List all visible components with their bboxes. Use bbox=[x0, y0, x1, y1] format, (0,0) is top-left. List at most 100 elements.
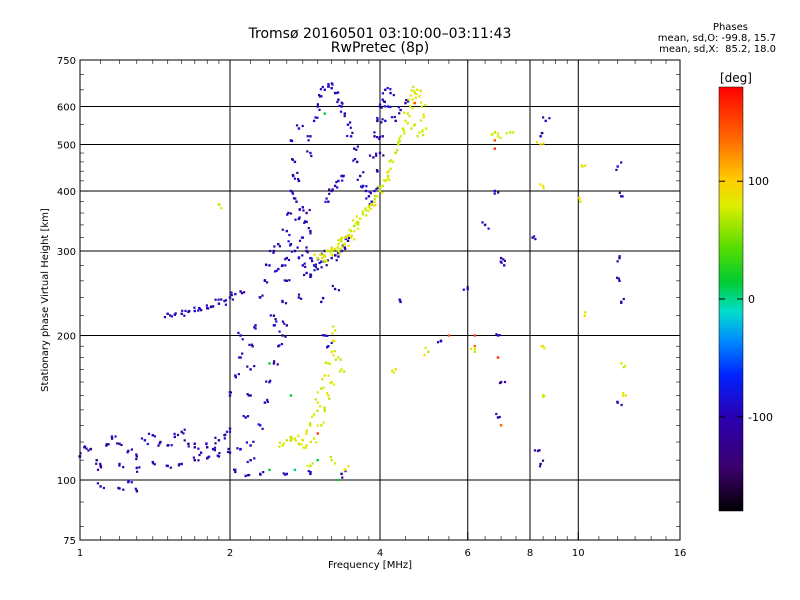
data-point bbox=[151, 434, 154, 437]
data-point bbox=[314, 398, 317, 401]
data-point bbox=[247, 474, 250, 477]
data-point bbox=[105, 444, 108, 447]
data-point bbox=[122, 488, 125, 491]
data-point bbox=[297, 177, 300, 181]
data-point bbox=[266, 281, 269, 284]
data-point bbox=[329, 381, 332, 384]
data-point bbox=[353, 230, 356, 233]
data-point bbox=[578, 196, 581, 199]
data-point bbox=[539, 143, 542, 146]
data-point bbox=[246, 415, 250, 418]
data-point bbox=[340, 239, 343, 242]
data-point bbox=[323, 249, 326, 253]
data-point bbox=[151, 460, 154, 464]
data-point bbox=[136, 470, 139, 473]
data-point bbox=[364, 189, 368, 193]
data-point bbox=[496, 135, 500, 138]
data-point bbox=[225, 430, 229, 433]
data-point bbox=[130, 481, 133, 484]
data-point bbox=[245, 441, 248, 444]
data-point bbox=[413, 124, 416, 127]
data-point bbox=[397, 141, 400, 144]
data-point bbox=[332, 354, 335, 357]
data-point bbox=[392, 94, 395, 97]
data-point bbox=[307, 227, 310, 230]
data-point bbox=[246, 393, 249, 396]
data-point bbox=[301, 206, 304, 209]
data-point bbox=[386, 86, 389, 90]
data-point bbox=[223, 299, 226, 303]
data-point bbox=[272, 251, 275, 254]
data-point bbox=[339, 248, 342, 251]
data-point bbox=[278, 344, 281, 347]
data-point bbox=[95, 459, 98, 462]
data-point bbox=[499, 256, 503, 260]
data-point bbox=[214, 436, 217, 439]
data-point bbox=[349, 135, 353, 138]
data-point bbox=[272, 362, 276, 365]
data-point bbox=[228, 451, 232, 454]
data-point bbox=[157, 444, 160, 447]
data-point bbox=[102, 486, 105, 490]
data-point bbox=[337, 356, 340, 359]
data-point bbox=[135, 453, 138, 456]
data-point bbox=[579, 200, 582, 203]
data-point bbox=[541, 459, 545, 462]
data-point bbox=[309, 440, 312, 443]
data-point bbox=[349, 121, 352, 124]
data-point bbox=[262, 471, 265, 474]
data-point bbox=[349, 229, 353, 233]
data-point bbox=[284, 473, 287, 476]
data-point bbox=[95, 462, 98, 465]
data-point bbox=[323, 334, 326, 337]
data-point bbox=[176, 433, 180, 437]
data-point bbox=[169, 466, 172, 469]
data-point bbox=[620, 161, 623, 164]
data-point bbox=[293, 249, 297, 253]
data-point bbox=[282, 472, 285, 475]
data-point bbox=[197, 459, 200, 462]
data-point bbox=[349, 126, 352, 129]
data-point bbox=[493, 192, 496, 195]
data-point bbox=[187, 442, 190, 445]
data-point bbox=[542, 116, 545, 119]
data-point bbox=[420, 101, 423, 104]
data-point bbox=[143, 439, 147, 442]
data-point bbox=[418, 131, 421, 134]
data-point bbox=[376, 170, 379, 173]
data-point bbox=[624, 394, 627, 397]
stats-x-mode: mean, sd,X: 85.2, 18.0 bbox=[659, 44, 776, 55]
data-point bbox=[618, 256, 621, 260]
data-point bbox=[240, 292, 244, 295]
data-point bbox=[421, 130, 424, 133]
data-point bbox=[318, 94, 321, 97]
data-point bbox=[297, 443, 301, 446]
data-point bbox=[335, 181, 338, 184]
data-point bbox=[399, 135, 402, 138]
data-point bbox=[110, 435, 113, 438]
data-point bbox=[376, 195, 379, 198]
data-point bbox=[340, 245, 343, 248]
data-point bbox=[134, 487, 137, 490]
data-point bbox=[375, 154, 378, 157]
data-point bbox=[294, 439, 297, 442]
data-point bbox=[331, 254, 334, 257]
data-point bbox=[183, 439, 186, 442]
data-point bbox=[170, 444, 173, 447]
data-point bbox=[274, 318, 277, 321]
data-point bbox=[309, 229, 312, 233]
data-point bbox=[391, 160, 395, 164]
data-point bbox=[617, 277, 620, 280]
data-point bbox=[211, 447, 215, 451]
data-point bbox=[224, 299, 228, 302]
data-point bbox=[310, 415, 314, 418]
data-point bbox=[497, 132, 500, 135]
data-point bbox=[220, 207, 223, 210]
data-point bbox=[409, 105, 412, 108]
data-point bbox=[365, 197, 368, 200]
data-point bbox=[278, 245, 281, 248]
data-point bbox=[224, 303, 227, 306]
data-point bbox=[322, 297, 325, 300]
data-point bbox=[197, 447, 200, 450]
data-point bbox=[534, 238, 537, 241]
